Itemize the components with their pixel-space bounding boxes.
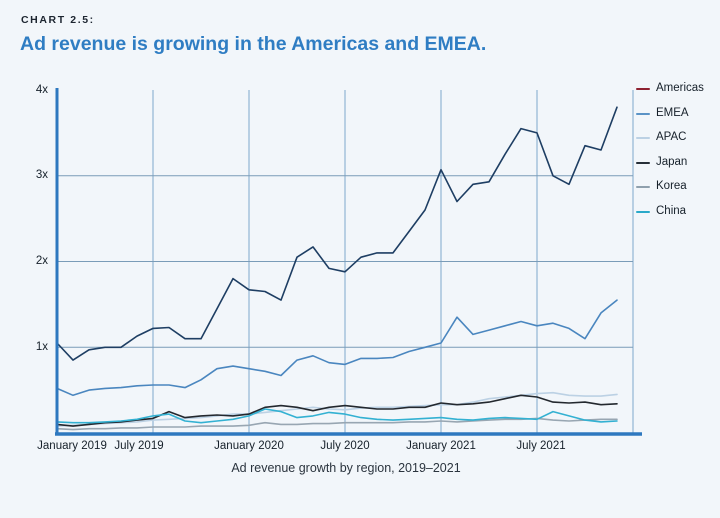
y-tick-label: 2x	[35, 255, 48, 267]
series-line-emea	[56, 299, 618, 397]
legend-dash-icon	[636, 112, 650, 115]
x-tick-label: July 2019	[114, 440, 164, 452]
chart-title: Ad revenue is growing in the Americas an…	[20, 33, 487, 55]
chart-caption: Ad revenue growth by region, 2019–2021	[231, 461, 461, 475]
chart-number-label: CHART 2.5:	[21, 14, 95, 26]
x-tick-label: January 2020	[214, 440, 284, 452]
legend-dash-icon	[636, 161, 650, 164]
legend-dash-icon	[636, 186, 650, 188]
y-tick-label: 3x	[35, 169, 48, 182]
y-tick-label: 4x	[35, 83, 48, 96]
legend-label: Japan	[656, 155, 688, 168]
x-tick-label: July 2020	[320, 440, 370, 452]
series-line-americas	[56, 106, 618, 361]
x-tick-label: July 2021	[516, 440, 566, 452]
legend-label: Americas	[656, 82, 704, 94]
series-line-korea	[56, 417, 618, 431]
legend-dash-icon	[636, 88, 650, 90]
legend-label: Korea	[656, 180, 687, 192]
legend-label: China	[656, 204, 687, 217]
x-tick-label: January 2019	[37, 440, 107, 452]
series-line-china	[56, 408, 618, 424]
legend-dash-icon	[636, 210, 650, 213]
series-line-japan	[56, 394, 618, 427]
legend-label: EMEA	[656, 106, 689, 119]
x-tick-label: January 2021	[406, 440, 476, 452]
series-line-apac	[56, 391, 618, 427]
legend-label: APAC	[656, 131, 687, 143]
legend-dash-icon	[636, 137, 650, 139]
y-tick-label: 1x	[35, 340, 48, 353]
